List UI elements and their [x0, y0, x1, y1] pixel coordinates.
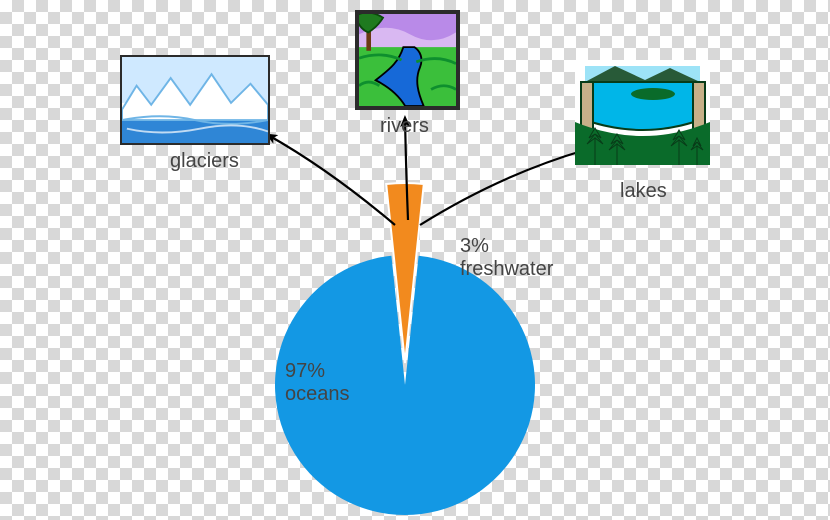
glaciers-label: glaciers: [170, 150, 239, 173]
oceans-label: 97% oceans: [285, 360, 350, 406]
rivers-clipart: [355, 10, 460, 110]
lakes-label: lakes: [620, 180, 667, 203]
diagram-stage: 97% oceans 3% freshwater glaciers rivers…: [0, 0, 830, 520]
glaciers-clipart: [120, 55, 270, 145]
lakes-clipart: [575, 60, 710, 165]
arrow-to-lakes: [420, 150, 585, 225]
freshwater-label: 3% freshwater: [460, 235, 553, 281]
rivers-label: rivers: [380, 115, 429, 138]
arrow-to-glaciers: [268, 135, 395, 225]
